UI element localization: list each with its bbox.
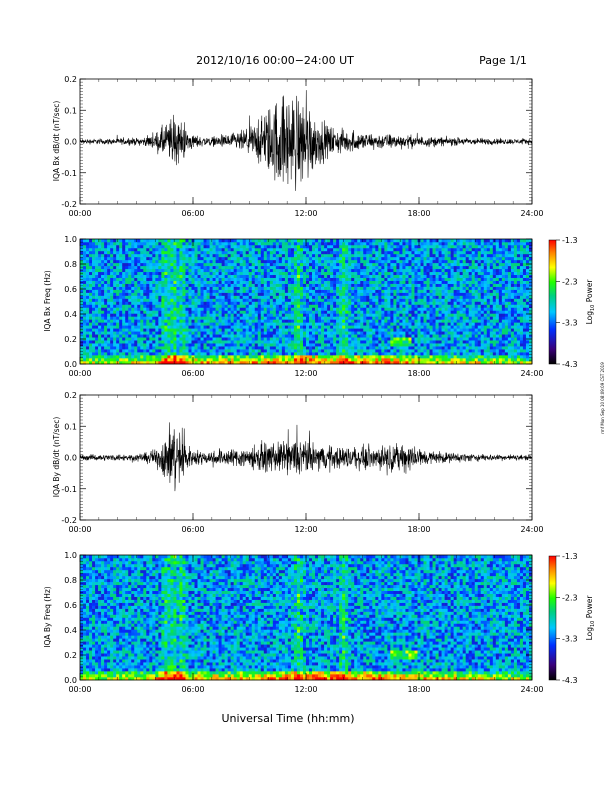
by-freq-ylabel: IQA By Freq (Hz) <box>43 586 52 648</box>
y-tick-label: -0.2 <box>61 516 77 525</box>
x-tick-label: 06:00 <box>181 685 204 694</box>
y-tick-label: 0.2 <box>64 651 77 660</box>
by-dbdt-ylabel: IQA By dB/dt (nT/sec) <box>52 417 61 498</box>
y-tick-label: 0.0 <box>64 360 77 369</box>
y-tick-label: 0.2 <box>64 75 77 84</box>
spectrogram-cells <box>80 555 533 681</box>
x-tick-label: 12:00 <box>294 525 317 534</box>
y-tick-label: 0.0 <box>64 676 77 685</box>
x-tick-label: 00:00 <box>68 209 91 218</box>
x-tick-label: 00:00 <box>68 685 91 694</box>
x-tick-label: 00:00 <box>68 369 91 378</box>
colorbar-tick-label: -2.3 <box>562 277 578 286</box>
colorbar-top-ticks: -1.3 -2.3 -3.3 -4.3 <box>556 236 578 369</box>
colorbar-tick-label: -3.3 <box>562 319 578 328</box>
colorbar-bottom-scale <box>548 555 557 681</box>
y-tick-label: 1.0 <box>64 235 77 244</box>
x-axis-title: Universal Time (hh:mm) <box>222 712 355 725</box>
figure-title: 2012/10/16 00:00−24:00 UT <box>196 54 354 67</box>
colorbar-bottom-ticks: -1.3 -2.3 -3.3 -4.3 <box>556 552 578 685</box>
x-tick-label: 18:00 <box>407 685 430 694</box>
x-tick-label: 06:00 <box>181 369 204 378</box>
y-tick-label: 0.6 <box>64 285 77 294</box>
y-tick-label: -0.1 <box>61 485 77 494</box>
y-tick-label: 0.2 <box>64 335 77 344</box>
colorbar-tick-label: -1.3 <box>562 552 578 561</box>
y-tick-label: 0.0 <box>64 138 77 147</box>
panel-bx-spectrogram: IQA Bx Freq (Hz) 1.0 0.8 0.6 0.4 0.2 0.000:00… <box>43 235 544 378</box>
colorbar-top-scale <box>548 239 557 365</box>
x-tick-label: 12:00 <box>294 369 317 378</box>
page-indicator: Page 1/1 <box>479 54 527 67</box>
x-tick-label: 18:00 <box>407 369 430 378</box>
bx-spectrogram <box>80 239 533 365</box>
colorbar-tick-label: -4.3 <box>562 360 578 369</box>
colorbar-top-label: Log10 Power <box>585 279 596 325</box>
x-tick-label: 06:00 <box>181 209 204 218</box>
colorbar-tick-label: -2.3 <box>562 593 578 602</box>
x-tick-label: 12:00 <box>294 209 317 218</box>
side-note: rmf Mon Sep 10 08:09:09 CST 2019 <box>600 362 605 434</box>
x-tick-label: 00:00 <box>68 525 91 534</box>
y-tick-label: 0.4 <box>64 310 77 319</box>
panel-bx-dbdt: IQA Bx dB/dt (nT/sec) 0.20.10.0-0.1-0.20… <box>52 75 544 218</box>
y-tick-label: 0.1 <box>64 106 77 115</box>
y-tick-label: 1.0 <box>64 551 77 560</box>
x-tick-label: 18:00 <box>407 525 430 534</box>
colorbar-top: -1.3 -2.3 -3.3 -4.3 Log10 Power <box>548 236 596 369</box>
colorbar-bottom-label: Log10 Power <box>585 595 596 641</box>
y-tick-label: 0.8 <box>64 260 77 269</box>
dbdt-series-line <box>79 90 533 191</box>
y-tick-label: 0.6 <box>64 601 77 610</box>
x-tick-label: 24:00 <box>520 525 543 534</box>
y-tick-label: 0.4 <box>64 626 77 635</box>
bx-dbdt-ylabel: IQA Bx dB/dt (nT/sec) <box>52 101 61 182</box>
x-tick-label: 24:00 <box>520 369 543 378</box>
x-tick-label: 18:00 <box>407 209 430 218</box>
bx-freq-ylabel: IQA Bx Freq (Hz) <box>43 270 52 332</box>
x-tick-label: 06:00 <box>181 525 204 534</box>
y-tick-label: 0.8 <box>64 576 77 585</box>
colorbar-bottom: -1.3 -2.3 -3.3 -4.3 Log10 Power <box>548 552 596 685</box>
y-tick-label: 0.2 <box>64 391 77 400</box>
dbdt-series-line <box>79 422 533 492</box>
y-tick-label: 0.1 <box>64 422 77 431</box>
by-dbdt-trace <box>79 422 533 492</box>
y-tick-label: -0.1 <box>61 169 77 178</box>
y-tick-label: -0.2 <box>61 200 77 209</box>
colorbar-tick-label: -4.3 <box>562 676 578 685</box>
x-tick-label: 12:00 <box>294 685 317 694</box>
bx-dbdt-trace <box>79 90 533 191</box>
panel-by-dbdt: IQA By dB/dt (nT/sec) 0.20.10.0-0.1-0.20… <box>52 391 544 534</box>
colorbar-tick-label: -3.3 <box>562 635 578 644</box>
colorbar-tick-label: -1.3 <box>562 236 578 245</box>
spectrogram-cells <box>80 239 533 365</box>
x-tick-label: 24:00 <box>520 209 543 218</box>
y-tick-label: 0.0 <box>64 454 77 463</box>
x-tick-label: 24:00 <box>520 685 543 694</box>
by-spectrogram <box>80 555 533 681</box>
panel-by-spectrogram: IQA By Freq (Hz) 1.0 0.8 0.6 0.4 0.2 0.000:00… <box>43 551 544 694</box>
